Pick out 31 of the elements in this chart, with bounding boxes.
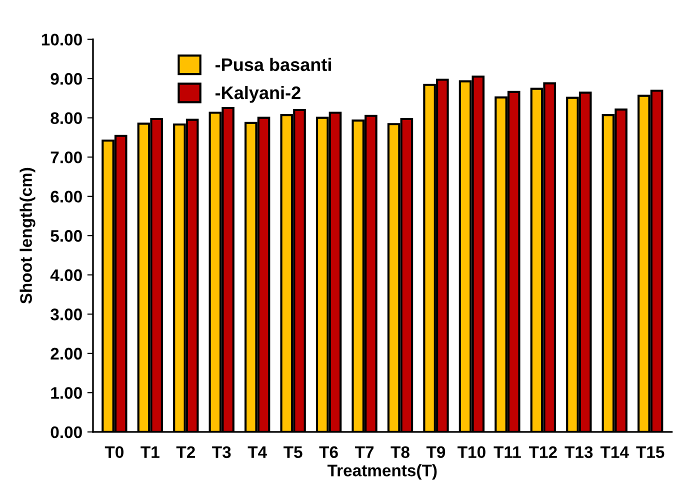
y-axis-title: Shoot length(cm): [20, 168, 36, 304]
x-tick-label: T7: [354, 446, 374, 458]
x-tick-label: T10: [458, 446, 486, 458]
x-tick-label: T14: [600, 446, 629, 458]
y-tick-label: 2.00: [50, 348, 82, 360]
x-tick-label: T11: [494, 446, 521, 458]
x-tick-label: T9: [426, 446, 446, 458]
y-tick-label: 6.00: [50, 190, 82, 203]
y-tick-label: 7.00: [50, 152, 82, 164]
x-tick-label: T5: [284, 446, 302, 458]
x-tick-label: T1: [140, 446, 160, 458]
y-tick-label: 8.00: [50, 112, 82, 124]
y-tick-label: 10.00: [42, 34, 82, 46]
y-tick-label: 3.00: [50, 308, 82, 320]
legend-label: -Kalyani-2: [216, 86, 300, 103]
x-tick-label: T13: [564, 446, 593, 458]
y-tick-label: 0.00: [50, 426, 82, 438]
y-tick-label: 1.00: [51, 387, 82, 399]
x-tick-label: T12: [529, 446, 557, 458]
legend-label: -Pusa basanti: [216, 58, 331, 72]
x-tick-label: T15: [636, 446, 664, 458]
y-tick-label: 5.00: [50, 230, 82, 242]
x-tick-label: T6: [319, 446, 338, 458]
x-axis-title: Treatments(T): [327, 464, 437, 480]
y-tick-label: 4.00: [50, 269, 82, 282]
y-tick-label: 9.00: [50, 72, 82, 85]
x-tick-label: T0: [104, 446, 124, 458]
x-tick-label: T2: [176, 446, 195, 458]
x-tick-label: T4: [248, 446, 267, 458]
x-tick-label: T3: [212, 446, 231, 458]
x-tick-label: T8: [390, 446, 410, 458]
